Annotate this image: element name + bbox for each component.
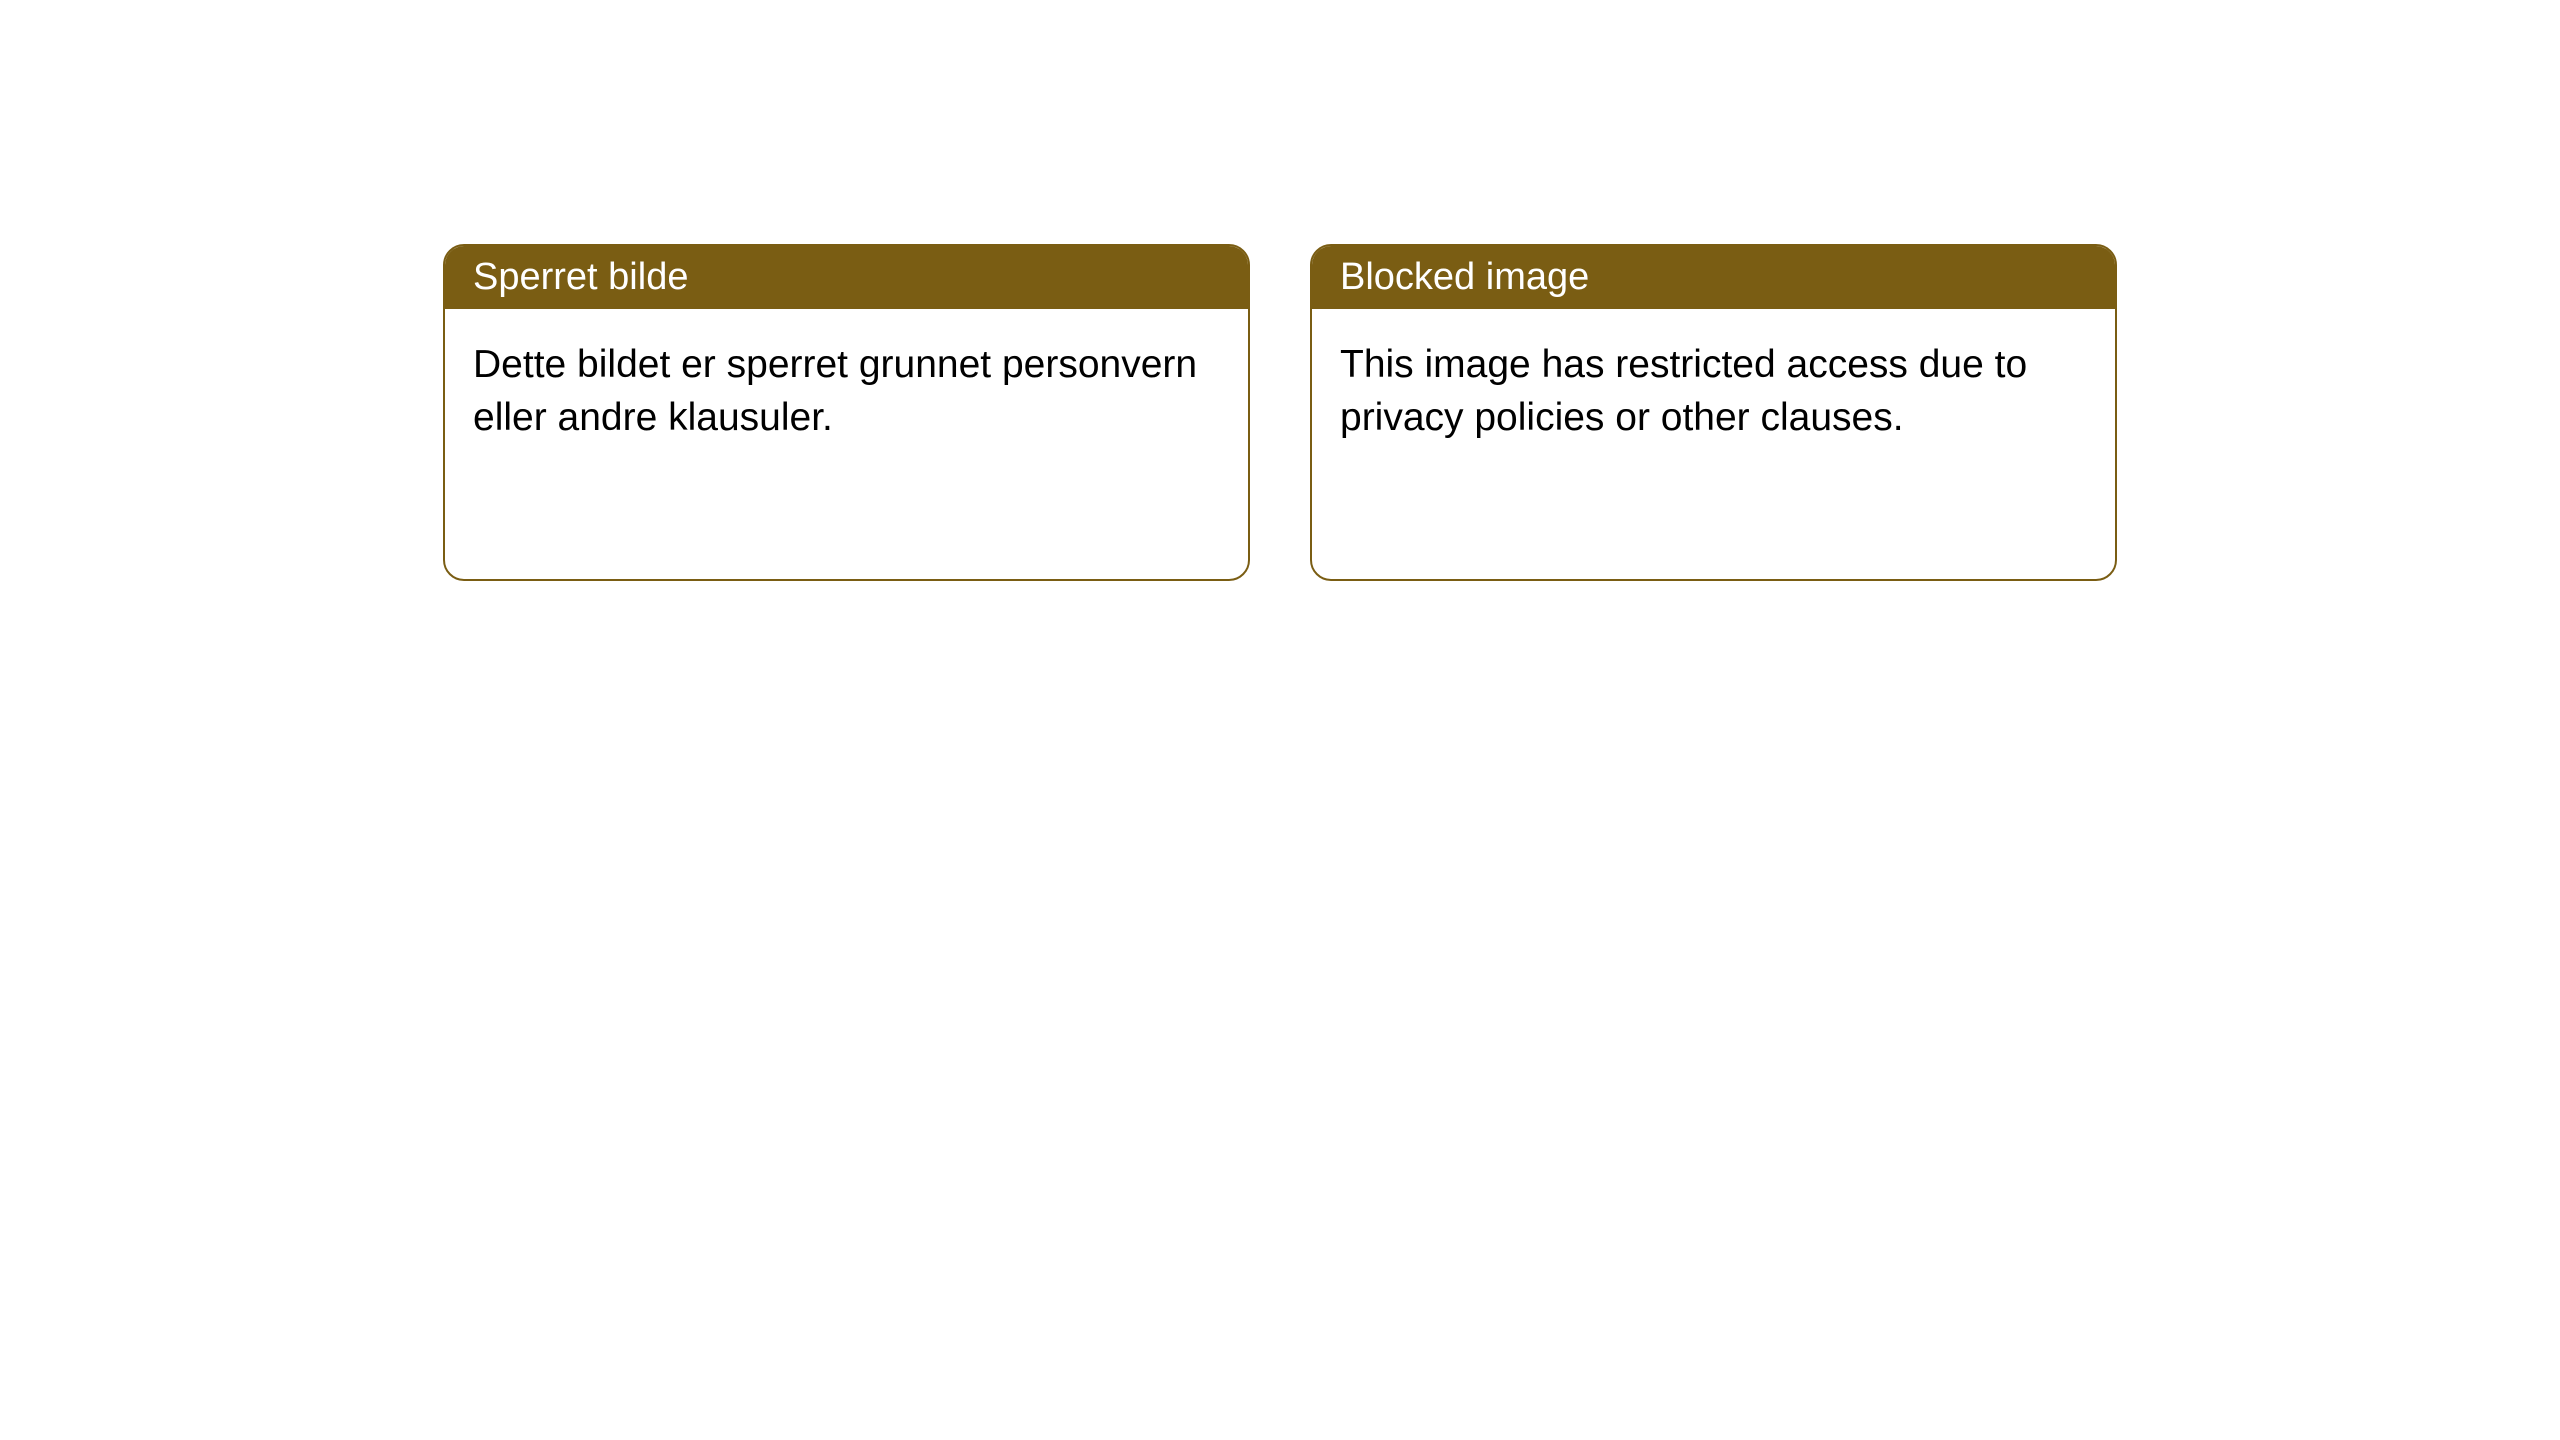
card-message: Dette bildet er sperret grunnet personve…	[473, 343, 1197, 439]
card-message: This image has restricted access due to …	[1340, 343, 2027, 439]
card-header: Blocked image	[1312, 246, 2115, 309]
card-title: Blocked image	[1340, 256, 1589, 298]
card-body: This image has restricted access due to …	[1312, 309, 2115, 579]
card-title: Sperret bilde	[473, 256, 688, 298]
notice-card-norwegian: Sperret bilde Dette bildet er sperret gr…	[443, 244, 1250, 581]
notice-card-english: Blocked image This image has restricted …	[1310, 244, 2117, 581]
notice-cards-container: Sperret bilde Dette bildet er sperret gr…	[443, 244, 2117, 581]
card-body: Dette bildet er sperret grunnet personve…	[445, 309, 1248, 579]
card-header: Sperret bilde	[445, 246, 1248, 309]
